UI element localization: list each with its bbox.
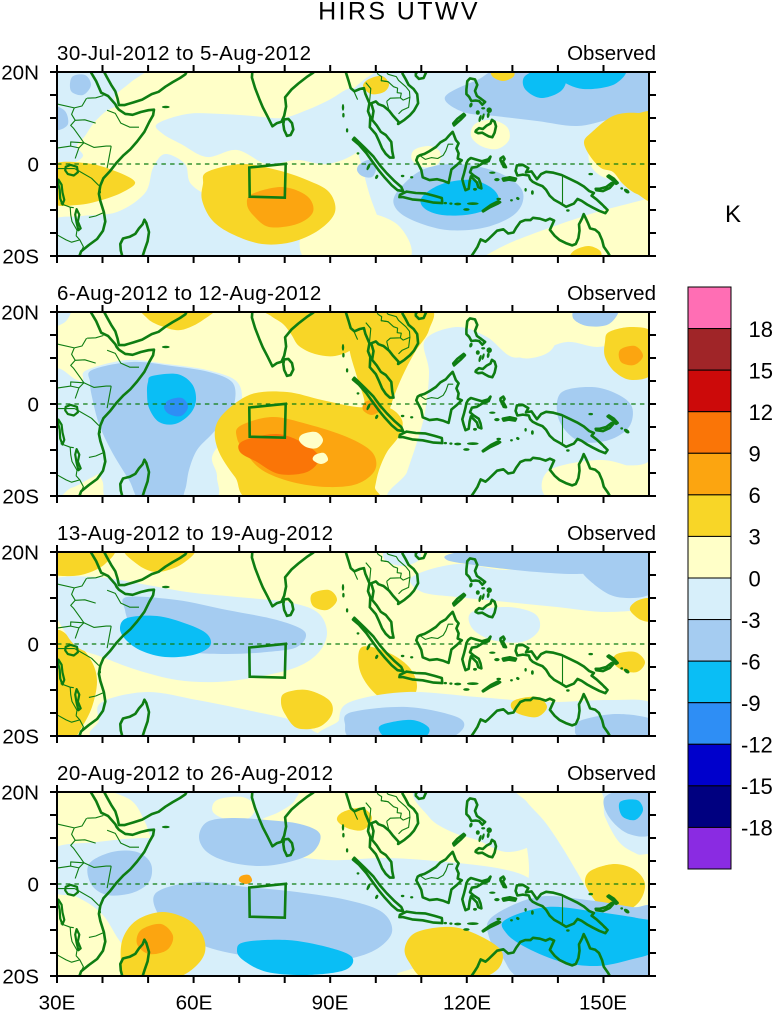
svg-text:K: K [725, 201, 741, 228]
svg-text:20S: 20S [2, 726, 39, 749]
svg-text:-6: -6 [741, 649, 761, 674]
svg-text:0: 0 [28, 394, 39, 417]
svg-text:150E: 150E [579, 992, 627, 1013]
svg-text:-15: -15 [741, 774, 773, 799]
svg-text:Observed: Observed [567, 522, 656, 545]
svg-text:20N: 20N [1, 302, 39, 325]
svg-text:20N: 20N [1, 62, 39, 85]
svg-text:20S: 20S [2, 246, 39, 269]
svg-text:20N: 20N [1, 542, 39, 565]
svg-text:0: 0 [28, 874, 39, 897]
svg-text:0: 0 [28, 634, 39, 657]
svg-text:20-Aug-2012 to 26-Aug-2012: 20-Aug-2012 to 26-Aug-2012 [57, 762, 333, 785]
svg-text:6: 6 [749, 483, 761, 508]
svg-text:120E: 120E [443, 992, 491, 1013]
svg-text:Observed: Observed [567, 42, 656, 65]
svg-text:18: 18 [749, 317, 773, 342]
svg-text:-12: -12 [741, 733, 773, 758]
svg-text:-3: -3 [741, 608, 761, 633]
svg-text:30-Jul-2012 to 5-Aug-2012: 30-Jul-2012 to 5-Aug-2012 [57, 42, 311, 65]
svg-text:Observed: Observed [567, 762, 656, 785]
svg-text:-18: -18 [741, 816, 773, 841]
svg-text:-9: -9 [741, 691, 761, 716]
svg-text:13-Aug-2012 to 19-Aug-2012: 13-Aug-2012 to 19-Aug-2012 [57, 522, 333, 545]
svg-text:20S: 20S [2, 966, 39, 989]
svg-text:20N: 20N [1, 782, 39, 805]
svg-text:HIRS UTWV: HIRS UTWV [318, 0, 480, 26]
svg-text:0: 0 [28, 154, 39, 177]
svg-text:15: 15 [749, 358, 773, 383]
svg-text:12: 12 [749, 400, 773, 425]
svg-text:90E: 90E [312, 992, 349, 1013]
svg-text:0: 0 [749, 566, 761, 591]
svg-text:30E: 30E [39, 992, 76, 1013]
svg-text:Observed: Observed [567, 282, 656, 305]
svg-text:60E: 60E [176, 992, 213, 1013]
svg-text:9: 9 [749, 442, 761, 467]
svg-text:3: 3 [749, 525, 761, 550]
svg-text:20S: 20S [2, 486, 39, 509]
svg-text:6-Aug-2012 to 12-Aug-2012: 6-Aug-2012 to 12-Aug-2012 [57, 282, 322, 305]
